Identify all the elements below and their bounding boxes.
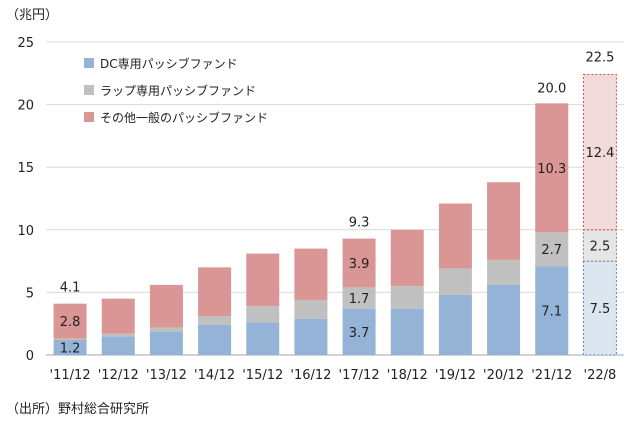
data-label: 2.7: [541, 243, 562, 258]
legend-entry: DC専用パッシブファンド: [100, 56, 238, 71]
legend-swatch: [84, 58, 94, 68]
legend-swatch: [84, 112, 94, 122]
data-label: 2.8: [60, 315, 81, 330]
bar-segment: [294, 299, 328, 319]
data-label: 1.2: [60, 341, 81, 356]
bars: [53, 74, 617, 356]
bar-segment: [487, 182, 521, 260]
bar-segment: [342, 238, 376, 288]
bar-segment: [390, 308, 424, 355]
bar-segment: [246, 253, 280, 307]
bar-segment: [53, 338, 87, 340]
bar-segment: [149, 331, 183, 355]
data-label: 22.5: [585, 50, 614, 65]
x-tick-label: '19/12: [435, 368, 476, 383]
data-label: 9.3: [349, 216, 370, 231]
bar-segment: [487, 259, 521, 285]
legend-swatch: [84, 85, 94, 95]
data-label: 12.4: [585, 146, 614, 161]
data-label: 4.1: [60, 281, 81, 296]
x-axis-ticks: '11/12 '12/12 '13/12 '14/12 '15/12 '16/12 '17/…: [50, 368, 617, 383]
bar-segment: [101, 336, 135, 355]
x-tick-label: '12/12: [98, 368, 139, 383]
x-tick-label: '17/12: [339, 368, 380, 383]
bar-segment: [53, 303, 87, 339]
data-label: 1.7: [349, 292, 370, 307]
x-tick-label: '13/12: [146, 368, 187, 383]
bar-segment: [535, 103, 569, 233]
bar-segment: [390, 286, 424, 309]
x-tick-label: '15/12: [242, 368, 283, 383]
y-tick-label: 25: [17, 36, 34, 51]
bar-segment: [582, 74, 617, 231]
legend-entry: その他一般のパッシブファンド: [100, 110, 268, 125]
bar-segment: [582, 229, 617, 262]
stacked-bar-chart: 0 5 10 15 20 25 '11/12 '12/12 '13/12 '14/12 '15/1…: [17, 36, 624, 383]
bar-segment: [390, 229, 424, 287]
gridlines: [46, 41, 624, 356]
x-tick-label: '22/8: [584, 368, 617, 383]
bar-segment: [487, 284, 521, 355]
source-note: （出所）野村総合研究所: [6, 402, 150, 417]
data-label: 20.0: [537, 82, 566, 97]
legend-entry: ラップ専用パッシブファンド: [100, 83, 256, 98]
bar-segment: [149, 327, 183, 332]
bar-segment: [246, 322, 280, 355]
bar-segment: [101, 298, 135, 334]
x-tick-label: '16/12: [290, 368, 331, 383]
bar-segment: [198, 267, 232, 317]
x-tick-label: '20/12: [483, 368, 524, 383]
bar-segment: [149, 284, 183, 328]
data-label: 10.3: [537, 162, 566, 177]
x-tick-label: '14/12: [194, 368, 235, 383]
data-labels: 1.2 2.8 4.1 3.7 1.7 3.9 9.3 7.1 2.7 10.3 20.0 7.5 2.…: [60, 50, 615, 356]
x-tick-label: '21/12: [531, 368, 572, 383]
bar-segment: [198, 324, 232, 355]
data-label: 7.1: [541, 305, 562, 320]
bar-segment: [294, 318, 328, 355]
bar-segment: [535, 266, 569, 355]
x-tick-label: '18/12: [387, 368, 428, 383]
y-tick-label: 20: [17, 99, 34, 114]
bar-segment: [438, 294, 472, 355]
bar-segment: [294, 248, 328, 300]
y-tick-label: 5: [26, 286, 34, 301]
y-tick-label: 15: [17, 161, 34, 176]
data-label: 2.5: [590, 239, 611, 254]
y-tick-label: 0: [26, 349, 34, 364]
bar-segment: [342, 287, 376, 309]
bar-segment: [101, 333, 135, 337]
bar-segment: [535, 232, 569, 267]
y-tick-label: 10: [17, 224, 34, 239]
bar-segment: [438, 203, 472, 269]
bar-segment: [246, 306, 280, 323]
x-tick-label: '11/12: [50, 368, 91, 383]
y-axis-ticks: 0 5 10 15 20 25: [17, 36, 34, 364]
bar-segment: [342, 308, 376, 355]
bar-segment: [53, 339, 87, 355]
data-label: 3.7: [349, 326, 370, 341]
data-label: 7.5: [590, 302, 611, 317]
y-axis-unit-label: （兆円）: [6, 8, 59, 23]
bar-segment: [198, 316, 232, 325]
bar-segment: [438, 268, 472, 295]
data-label: 3.9: [349, 257, 370, 272]
